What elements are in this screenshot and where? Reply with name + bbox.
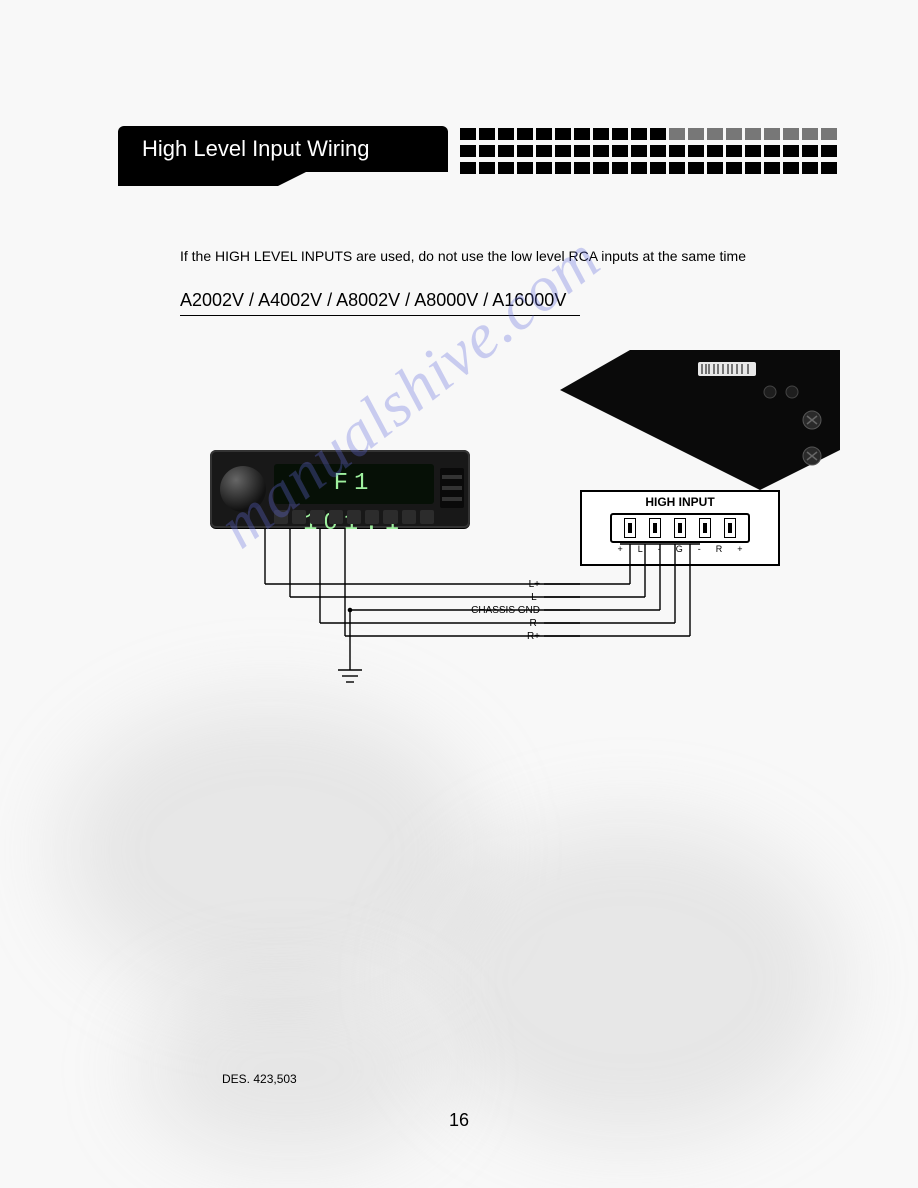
bg-smudge (140, 980, 440, 1160)
header-title-bar: High Level Input Wiring (118, 126, 448, 172)
head-unit-display: F1 101.1 (274, 464, 434, 504)
model-list: A2002V / A4002V / A8002V / A8000V / A160… (180, 290, 580, 316)
bg-smudge (420, 820, 840, 1140)
head-unit-right-slot (440, 468, 464, 508)
wire-label: L+ (460, 578, 540, 591)
header-square-grid (460, 128, 837, 176)
wire-label: CHASSIS GND (460, 604, 540, 617)
display-text: F1 101.1 (303, 470, 405, 537)
high-input-title: HIGH INPUT (582, 495, 778, 509)
amplifier-end-panel (560, 350, 840, 490)
wire-label-column: L+L-CHASSIS GNDR-R+ (460, 578, 540, 643)
wire-label: R+ (460, 630, 540, 643)
volume-knob-icon (220, 466, 266, 512)
high-input-connector-box: HIGH INPUT +L-G-R+ (580, 490, 780, 566)
wiring-diagram: F1 101.1 (60, 320, 860, 720)
head-unit: F1 101.1 (210, 450, 470, 528)
high-input-pin-labels: +L-G-R+ (610, 544, 750, 554)
high-input-connector (610, 513, 750, 543)
design-code: DES. 423,503 (222, 1072, 297, 1086)
header-tab-angle (118, 172, 306, 186)
bg-smudge (60, 700, 480, 1000)
wire-label: L- (460, 591, 540, 604)
header-title: High Level Input Wiring (142, 136, 369, 161)
intro-text: If the HIGH LEVEL INPUTS are used, do no… (180, 248, 746, 264)
wire-label: R- (460, 617, 540, 630)
page-number: 16 (0, 1110, 918, 1131)
head-unit-buttons (274, 510, 434, 524)
